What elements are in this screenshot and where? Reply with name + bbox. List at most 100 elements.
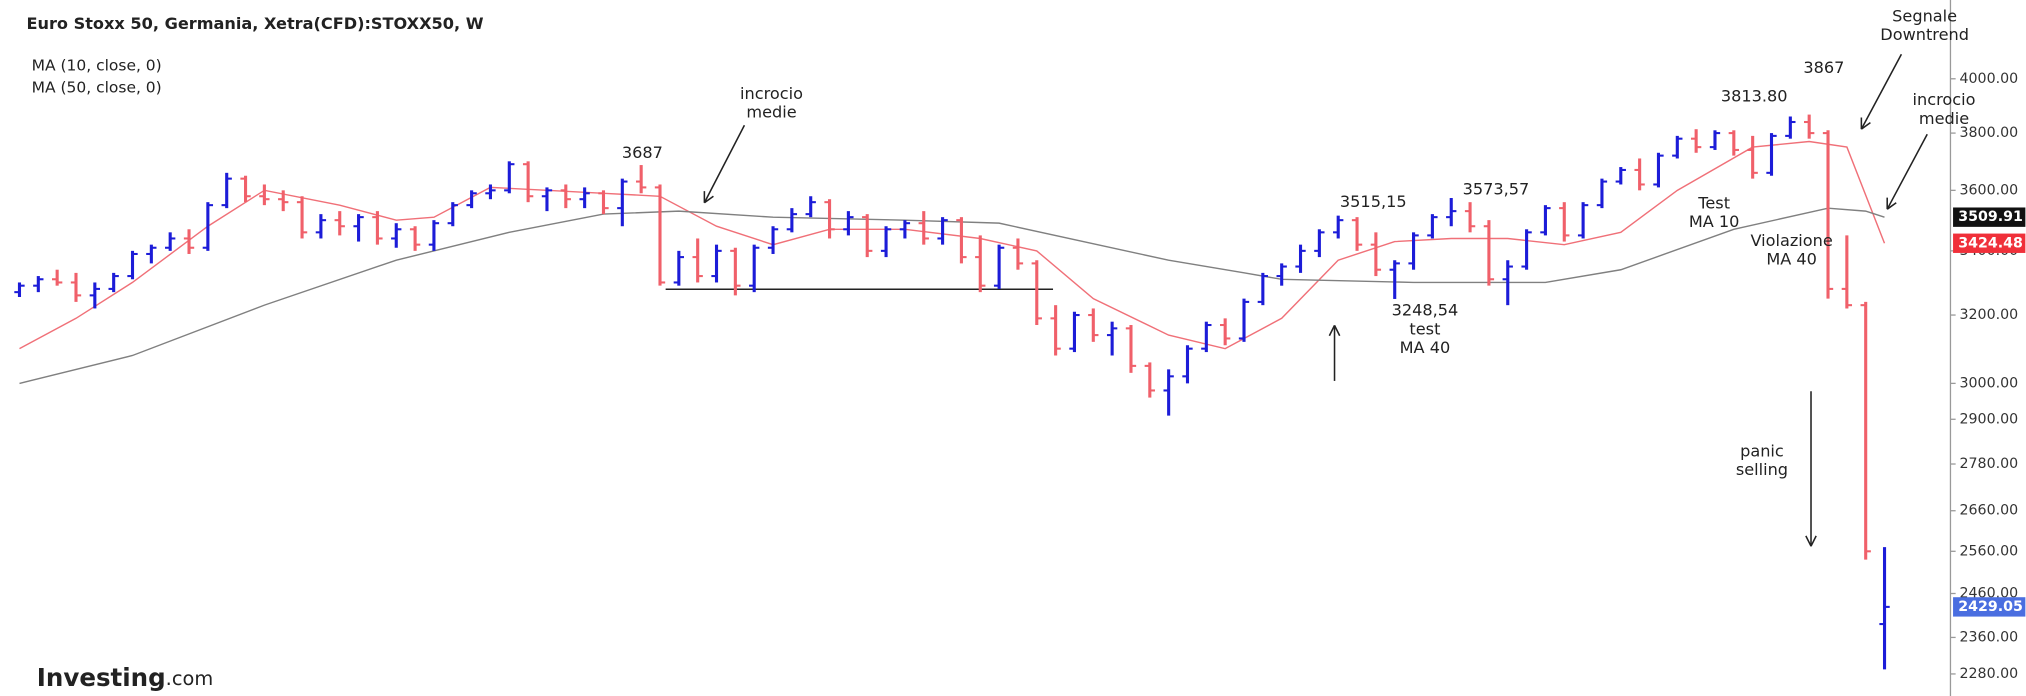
ohlc-bar bbox=[843, 211, 854, 236]
ohlc-bar bbox=[1031, 260, 1042, 326]
arrow bbox=[1860, 53, 1903, 130]
ohlc-bar bbox=[975, 235, 986, 293]
y-tick-label: 4000.00 bbox=[1960, 71, 2019, 87]
annotation: 3867 bbox=[1803, 58, 1844, 77]
ohlc-bar bbox=[1276, 263, 1287, 286]
arrow-head bbox=[703, 191, 714, 204]
ohlc-bar bbox=[673, 250, 685, 286]
brand: Investing bbox=[37, 663, 166, 692]
ohlc-bar bbox=[1690, 129, 1702, 153]
ohlc-bar bbox=[1785, 116, 1796, 139]
y-tick-label: 2360.00 bbox=[1960, 629, 2019, 645]
ohlc-bar bbox=[353, 214, 364, 242]
ohlc-bar bbox=[1446, 198, 1457, 227]
annotation: medie bbox=[746, 102, 796, 121]
price-tag-label: 3424.48 bbox=[1958, 235, 2023, 251]
ohlc-bar bbox=[1502, 260, 1513, 306]
ohlc-bar bbox=[51, 269, 63, 286]
arrow-head bbox=[1860, 117, 1871, 130]
ohlc-bar bbox=[862, 214, 873, 258]
ohlc-bar bbox=[1559, 202, 1570, 242]
annotation: MA 40 bbox=[1400, 338, 1451, 357]
ohlc-bar bbox=[541, 187, 553, 212]
chart-title: Euro Stoxx 50, Germania, Xetra(CFD):STOX… bbox=[26, 14, 483, 33]
annotation: 3687 bbox=[622, 143, 663, 162]
ohlc-bar bbox=[1822, 130, 1834, 299]
ohlc-bar bbox=[108, 272, 119, 293]
legend-entry: MA (50, close, 0) bbox=[32, 78, 162, 96]
ohlc-bar bbox=[1238, 298, 1250, 342]
brand: .com bbox=[166, 667, 214, 690]
ohlc-bar bbox=[1125, 325, 1137, 373]
annotation: 3248,54 bbox=[1392, 301, 1459, 320]
ohlc-bar bbox=[1088, 308, 1099, 342]
annotation: test bbox=[1409, 319, 1440, 338]
price-tag-label: 2429.05 bbox=[1958, 599, 2023, 615]
ohlc-bar bbox=[1182, 345, 1193, 384]
ohlc-bar bbox=[1540, 205, 1551, 236]
price-tag-label: 3509.91 bbox=[1958, 209, 2023, 225]
ohlc-bar bbox=[1163, 369, 1174, 416]
ohlc-bar bbox=[692, 238, 703, 283]
ohlc-bar bbox=[1106, 321, 1118, 356]
annotation: 3813.80 bbox=[1721, 86, 1788, 105]
annotation: panic bbox=[1740, 441, 1784, 460]
ohlc-bar bbox=[1747, 135, 1758, 179]
ohlc-bar bbox=[240, 175, 251, 203]
ohlc-bar bbox=[1201, 321, 1212, 353]
annotation: incrocio bbox=[740, 84, 803, 103]
ohlc-bar bbox=[786, 208, 798, 233]
y-tick-label: 2780.00 bbox=[1960, 456, 2019, 472]
legend-entry: MA (10, close, 0) bbox=[32, 56, 162, 74]
arrows bbox=[703, 53, 1928, 547]
ohlc-bar bbox=[466, 190, 477, 209]
ohlc-bar bbox=[1333, 215, 1344, 239]
ohlc-bar bbox=[1841, 235, 1853, 309]
ohlc-bar bbox=[1766, 133, 1777, 176]
y-tick-label: 2560.00 bbox=[1960, 543, 2019, 559]
ohlc-bar bbox=[1370, 232, 1382, 277]
annotation: Segnale bbox=[1892, 6, 1957, 25]
annotation: 3573,57 bbox=[1463, 179, 1530, 198]
ohlc-bar bbox=[1728, 130, 1739, 156]
ohlc-bar bbox=[504, 161, 515, 194]
ohlc-bar bbox=[918, 211, 929, 245]
ohlc-bar bbox=[1596, 178, 1608, 209]
ohlc-bar bbox=[146, 244, 157, 264]
ohlc-bar bbox=[1408, 232, 1419, 270]
ohlc-bar bbox=[127, 250, 138, 280]
ohlc-bar bbox=[598, 190, 609, 215]
ohlc-bar bbox=[14, 282, 25, 298]
ohlc-bar bbox=[560, 184, 571, 209]
ohlc-bar bbox=[165, 232, 176, 251]
ohlc-bar bbox=[1653, 152, 1664, 188]
ohlc-bar bbox=[485, 184, 496, 200]
ohlc-bar bbox=[183, 229, 195, 254]
ohlc-bar bbox=[315, 214, 327, 239]
ohlc-bar bbox=[824, 199, 835, 239]
annotation: 3515,15 bbox=[1340, 192, 1407, 211]
ohlc-bar bbox=[409, 226, 421, 251]
arrow-head bbox=[1805, 535, 1817, 547]
annotation: medie bbox=[1919, 109, 1969, 128]
ohlc-bar bbox=[579, 187, 590, 209]
ohlc-bar bbox=[749, 244, 760, 293]
ohlc-bar bbox=[1427, 214, 1438, 239]
ohlc-bar bbox=[937, 217, 948, 245]
ohlc-bar bbox=[70, 272, 82, 302]
arrow-head bbox=[1328, 325, 1341, 337]
arrow bbox=[703, 124, 746, 204]
annotation: MA 40 bbox=[1766, 250, 1817, 269]
ohlc-bar bbox=[1389, 260, 1400, 299]
annotation: MA 10 bbox=[1689, 212, 1740, 231]
y-tick-label: 3200.00 bbox=[1960, 307, 2019, 323]
price-tag bbox=[1953, 207, 2026, 227]
ohlc-bar bbox=[767, 226, 779, 254]
ohlc-bar bbox=[1804, 114, 1815, 139]
ohlc-bar bbox=[33, 276, 44, 293]
ohlc-bar bbox=[278, 190, 289, 212]
annotation: Violazione bbox=[1750, 231, 1832, 250]
price-tag bbox=[1953, 597, 2026, 617]
